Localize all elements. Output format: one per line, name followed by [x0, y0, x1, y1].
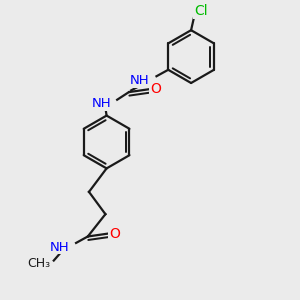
Text: NH: NH — [92, 97, 111, 110]
Text: O: O — [150, 82, 161, 96]
Text: O: O — [109, 226, 120, 241]
Text: NH: NH — [50, 241, 69, 254]
Text: NH: NH — [130, 74, 149, 87]
Text: Cl: Cl — [194, 4, 208, 18]
Text: CH₃: CH₃ — [27, 257, 50, 270]
